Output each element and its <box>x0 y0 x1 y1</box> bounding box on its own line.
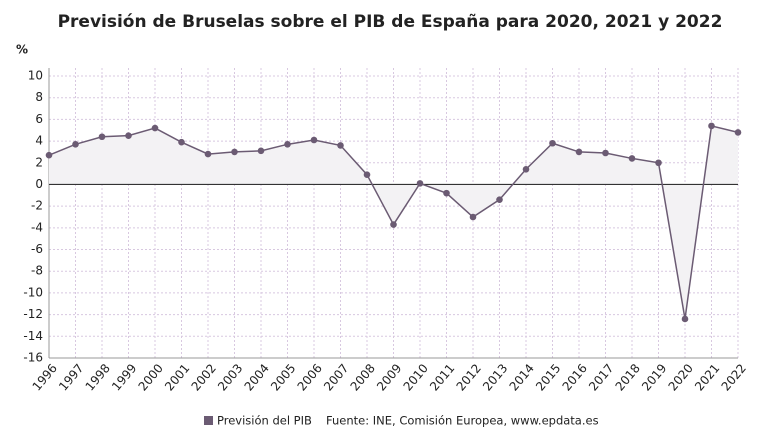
point <box>416 180 424 187</box>
x-tick-label: 1996 <box>30 361 60 393</box>
y-tick-label: 0 <box>35 177 43 191</box>
point <box>204 150 212 158</box>
point <box>310 136 318 144</box>
x-tick-label: 1999 <box>109 361 139 393</box>
x-tick-label: 2004 <box>242 361 272 393</box>
x-tick-label: 2006 <box>295 361 325 393</box>
point <box>549 139 556 147</box>
x-tick-label: 2003 <box>215 361 245 393</box>
y-axis-label: % <box>16 43 28 57</box>
y-tick-label: -10 <box>23 285 43 299</box>
y-tick-label: -6 <box>31 242 43 256</box>
point <box>681 315 689 323</box>
x-tick-label: 2010 <box>401 361 431 393</box>
x-tick-label: 2021 <box>692 361 722 393</box>
x-tick-label: 1997 <box>56 361 86 393</box>
x-tick-label: 2000 <box>136 361 166 393</box>
point <box>628 155 636 162</box>
point <box>363 171 371 178</box>
point <box>708 122 715 130</box>
y-tick-label: 2 <box>35 155 43 169</box>
point <box>45 151 53 159</box>
x-tick-label: 2012 <box>454 361 484 393</box>
point <box>522 165 530 173</box>
x-tick-label: 2005 <box>268 361 298 393</box>
source-note: Fuente: INE, Comisión Europea, www.epdat… <box>326 414 599 428</box>
y-tick-label: 6 <box>35 112 43 126</box>
x-tick-label: 2008 <box>348 361 378 393</box>
y-tick-label: -12 <box>23 307 43 321</box>
point <box>602 149 609 157</box>
point <box>125 132 132 139</box>
point <box>231 148 238 156</box>
x-tick-label: 2020 <box>666 361 696 393</box>
x-tick-label: 2011 <box>427 361 457 393</box>
y-tick-label: -14 <box>23 329 43 343</box>
x-tick-label: 2002 <box>189 361 219 393</box>
x-tick-label: 2013 <box>480 361 510 393</box>
point <box>575 148 583 156</box>
point <box>734 129 742 136</box>
point <box>151 124 159 132</box>
y-tick-label: 8 <box>35 90 43 104</box>
x-tick-label: 2015 <box>533 361 563 393</box>
x-tick-label: 2017 <box>586 361 616 393</box>
x-tick-label: 2009 <box>374 361 404 393</box>
point <box>178 138 185 146</box>
point <box>72 141 79 148</box>
legend-label: Previsión del PIB <box>217 414 312 428</box>
point <box>655 159 662 167</box>
point <box>496 196 503 203</box>
x-tick-label: 2018 <box>613 361 643 393</box>
legend-swatch <box>204 416 213 425</box>
point <box>443 189 450 197</box>
x-tick-label: 2014 <box>507 361 537 393</box>
point <box>390 221 397 228</box>
y-tick-label: -4 <box>31 220 43 234</box>
point <box>469 213 477 221</box>
point <box>98 133 106 141</box>
x-tick-label: 2016 <box>560 361 590 393</box>
x-tick-label: 1998 <box>83 361 113 393</box>
x-tick-label: 2001 <box>162 361 192 393</box>
x-tick-label: 2019 <box>639 361 669 393</box>
y-tick-label: -8 <box>31 264 43 278</box>
y-tick-label: 10 <box>28 69 43 83</box>
x-tick-label: 2007 <box>321 361 351 393</box>
point <box>284 141 291 148</box>
point <box>337 142 344 149</box>
x-tick-label: 2022 <box>719 361 749 393</box>
y-tick-label: -16 <box>23 351 43 365</box>
y-tick-label: -2 <box>31 199 43 213</box>
chart-title: Previsión de Bruselas sobre el PIB de Es… <box>58 12 723 32</box>
point <box>257 147 265 155</box>
y-tick-label: 4 <box>35 134 43 148</box>
